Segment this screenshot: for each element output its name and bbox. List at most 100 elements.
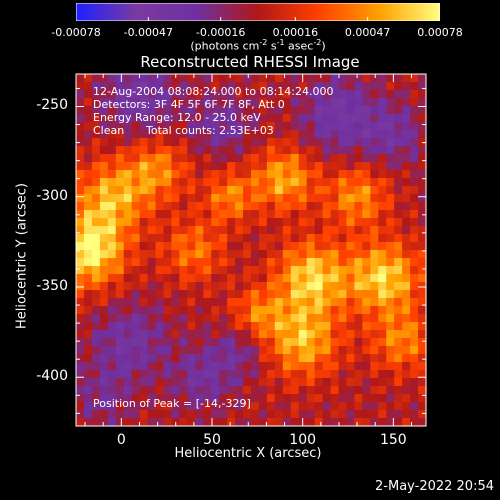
heatmap-cell (338, 114, 348, 123)
heatmap-cell (243, 330, 252, 339)
heatmap-cell (362, 306, 371, 315)
heatmap-cell (338, 322, 348, 331)
heatmap-cell (306, 218, 316, 227)
heatmap-cell (314, 418, 324, 427)
heatmap-cell (195, 234, 204, 243)
heatmap-cell (219, 306, 228, 315)
heatmap-cell (410, 130, 419, 139)
heatmap-cell (410, 266, 419, 275)
heatmap-cell (171, 170, 180, 179)
heatmap-cell (378, 290, 387, 299)
heatmap-cell (243, 314, 252, 323)
heatmap-cell (123, 178, 133, 187)
heatmap-cell (338, 122, 348, 131)
heatmap-cell (314, 154, 324, 163)
heatmap-cell (235, 322, 244, 331)
heatmap-cell (418, 370, 427, 379)
heatmap-cell (394, 290, 403, 299)
heatmap-cell (76, 266, 85, 275)
heatmap-cell (171, 74, 180, 83)
heatmap-cell (274, 186, 284, 195)
heatmap-cell (115, 154, 125, 163)
heatmap-cell (139, 210, 149, 219)
heatmap-cell (298, 386, 308, 395)
heatmap-cell (91, 194, 101, 203)
heatmap-cell (394, 114, 403, 123)
heatmap-cell (107, 354, 117, 363)
heatmap-cell (410, 394, 419, 403)
heatmap-cell (290, 178, 300, 187)
heatmap-cell (370, 178, 379, 187)
heatmap-cell (306, 338, 316, 347)
heatmap-cell (243, 194, 252, 203)
heatmap-cell (386, 178, 395, 187)
heatmap-cell (266, 402, 276, 411)
heatmap-cell (115, 370, 125, 379)
heatmap-cell (139, 418, 149, 427)
heatmap-cell (131, 154, 141, 163)
heatmap-cell (338, 210, 348, 219)
heatmap-cell (330, 122, 340, 131)
heatmap-cell (290, 74, 300, 83)
heatmap-cell (179, 162, 188, 171)
heatmap-cell (99, 386, 109, 395)
heatmap-cell (139, 234, 149, 243)
heatmap-cell (76, 338, 85, 347)
heatmap-cell (282, 290, 292, 299)
heatmap-cell (266, 282, 276, 291)
heatmap-cell (402, 402, 411, 411)
heatmap-cell (322, 234, 332, 243)
heatmap-cell (83, 82, 93, 91)
heatmap-cell (251, 122, 260, 131)
heatmap-cell (227, 146, 236, 155)
heatmap-cell (211, 394, 220, 403)
heatmap-cell (227, 74, 236, 83)
heatmap-cell (290, 250, 300, 259)
heatmap-cell (378, 82, 387, 91)
heatmap-cell (179, 394, 188, 403)
heatmap-cell (219, 322, 228, 331)
heatmap-cell (83, 90, 93, 99)
heatmap-cell (147, 402, 157, 411)
heatmap-cell (115, 122, 125, 131)
heatmap-cell (163, 338, 173, 347)
heatmap-cell (306, 362, 316, 371)
heatmap-cell (386, 314, 395, 323)
heatmap-cell (163, 394, 173, 403)
heatmap-cell (298, 354, 308, 363)
heatmap-cell (83, 258, 93, 267)
heatmap-cell (107, 82, 117, 91)
heatmap-cell (386, 82, 395, 91)
heatmap-cell (378, 210, 387, 219)
heatmap-cell (219, 114, 228, 123)
heatmap-cell (258, 370, 268, 379)
heatmap-cell (298, 394, 308, 403)
heatmap-cell (219, 154, 228, 163)
heatmap-cell (378, 338, 387, 347)
heatmap-cell (418, 394, 427, 403)
heatmap-cell (187, 346, 196, 355)
heatmap-cell (123, 314, 133, 323)
heatmap-cell (211, 202, 220, 211)
heatmap-cell (322, 178, 332, 187)
heatmap-cell (107, 130, 117, 139)
heatmap-cell (322, 210, 332, 219)
heatmap-cell (306, 170, 316, 179)
heatmap-cell (338, 402, 348, 411)
heatmap-cell (179, 122, 188, 131)
heatmap-cell (203, 282, 212, 291)
heatmap-cells (76, 74, 427, 427)
y-tick-label: -400 (36, 368, 68, 385)
heatmap-cell (91, 418, 101, 427)
heatmap-cell (131, 410, 141, 419)
heatmap-cell (378, 234, 387, 243)
heatmap-cell (203, 146, 212, 155)
heatmap-cell (91, 322, 101, 331)
heatmap-cell (298, 146, 308, 155)
heatmap-cell (171, 138, 180, 147)
heatmap-cell (76, 146, 85, 155)
heatmap-cell (147, 114, 157, 123)
heatmap-cell (227, 226, 236, 235)
heatmap-cell (394, 362, 403, 371)
heatmap-cell (306, 314, 316, 323)
